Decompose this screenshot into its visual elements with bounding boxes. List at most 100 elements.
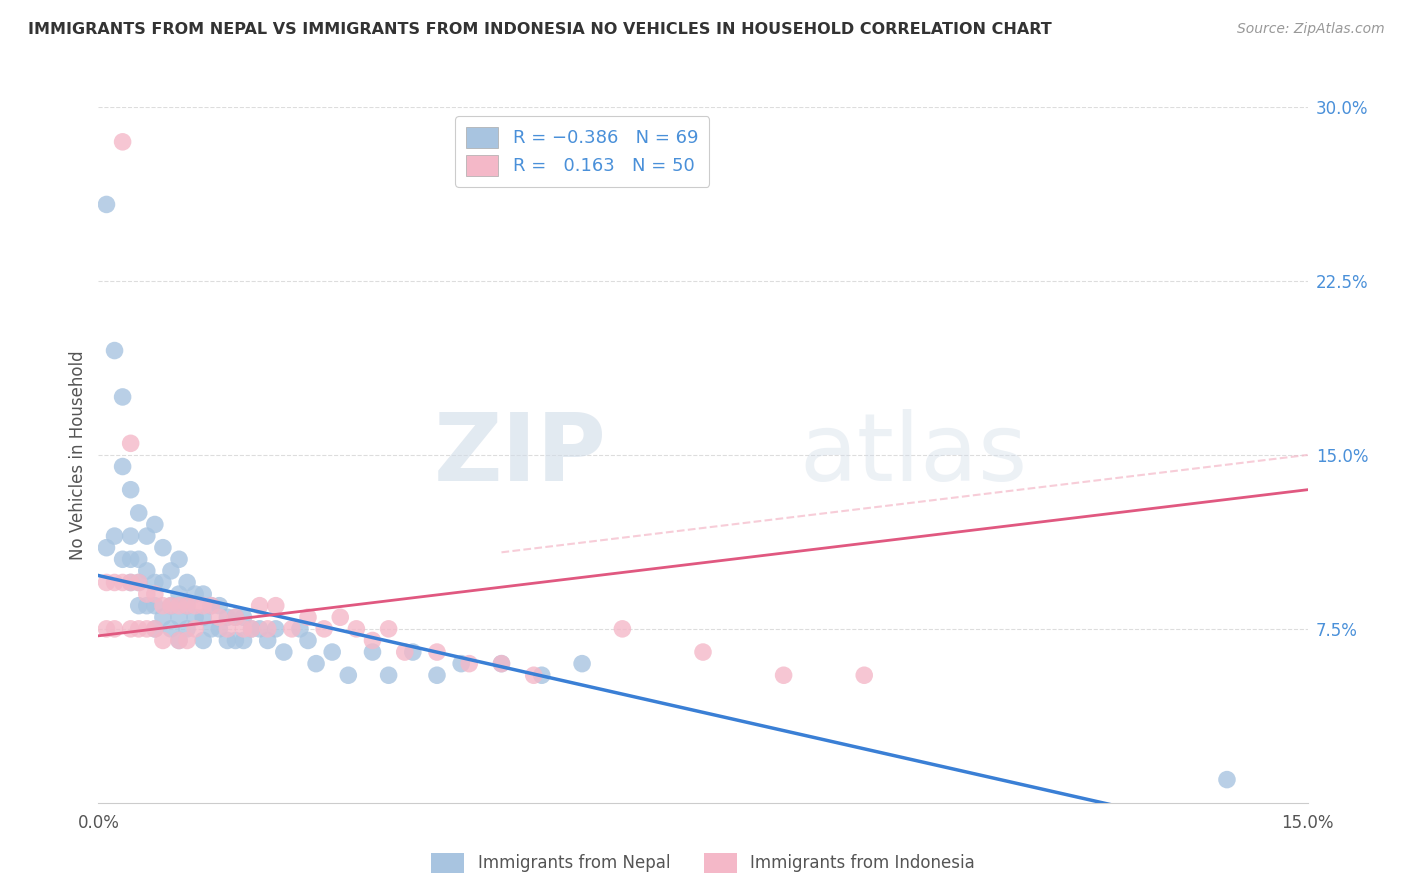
Point (491, 657, 513, 671)
Point (523, 668, 546, 682)
Point (240, 622, 263, 636)
Point (152, 599, 174, 613)
Point (232, 622, 254, 636)
Point (176, 575, 198, 590)
Point (128, 599, 150, 613)
Point (152, 541, 174, 555)
Point (217, 622, 239, 636)
Point (176, 633, 198, 648)
Point (167, 633, 190, 648)
Point (96, 622, 118, 636)
Point (193, 633, 215, 648)
Point (111, 390, 134, 404)
Point (772, 668, 794, 682)
Point (143, 587, 166, 601)
Point (314, 622, 336, 636)
Point (167, 599, 190, 613)
Point (692, 645, 714, 659)
Point (184, 587, 207, 601)
Point (120, 483, 142, 497)
Point (176, 599, 198, 613)
Point (193, 599, 215, 613)
Point (217, 633, 239, 648)
Point (288, 622, 311, 636)
Point (111, 552, 134, 566)
Point (264, 622, 287, 636)
Point (167, 552, 190, 566)
Point (491, 657, 513, 671)
Point (143, 575, 166, 590)
Point (249, 599, 271, 613)
Point (337, 668, 360, 682)
Point (111, 459, 134, 474)
Point (176, 622, 198, 636)
Point (426, 668, 449, 682)
Point (96, 197, 118, 211)
Point (297, 633, 319, 648)
Point (128, 575, 150, 590)
Point (135, 622, 157, 636)
Point (184, 622, 207, 636)
Point (184, 610, 207, 624)
Point (96, 541, 118, 555)
Legend: R = −0.386   N = 69, R =   0.163   N = 50: R = −0.386 N = 69, R = 0.163 N = 50 (456, 116, 709, 186)
Text: Source: ZipAtlas.com: Source: ZipAtlas.com (1237, 22, 1385, 37)
Point (208, 599, 231, 613)
Point (402, 645, 425, 659)
Point (120, 575, 142, 590)
Point (612, 622, 634, 636)
Point (193, 587, 215, 601)
Point (377, 622, 399, 636)
Point (160, 564, 183, 578)
Point (305, 657, 328, 671)
Point (200, 622, 222, 636)
Point (143, 622, 166, 636)
Point (128, 506, 150, 520)
Point (111, 575, 134, 590)
Text: IMMIGRANTS FROM NEPAL VS IMMIGRANTS FROM INDONESIA NO VEHICLES IN HOUSEHOLD CORR: IMMIGRANTS FROM NEPAL VS IMMIGRANTS FROM… (28, 22, 1052, 37)
Point (361, 633, 384, 648)
Point (530, 668, 553, 682)
Point (184, 599, 207, 613)
Point (103, 343, 125, 358)
Point (167, 610, 190, 624)
Point (160, 599, 183, 613)
Legend: Immigrants from Nepal, Immigrants from Indonesia: Immigrants from Nepal, Immigrants from I… (425, 847, 981, 880)
Point (160, 622, 183, 636)
Point (135, 564, 157, 578)
Point (264, 599, 287, 613)
Point (281, 622, 304, 636)
Point (143, 517, 166, 532)
Point (256, 633, 278, 648)
Point (208, 610, 231, 624)
Point (224, 610, 246, 624)
Point (152, 633, 174, 648)
Point (297, 610, 319, 624)
Point (96, 575, 118, 590)
Point (167, 587, 190, 601)
Point (103, 529, 125, 543)
Point (217, 610, 239, 624)
Point (135, 587, 157, 601)
Point (361, 645, 384, 659)
Point (256, 622, 278, 636)
Point (344, 622, 367, 636)
Point (135, 599, 157, 613)
Point (329, 610, 352, 624)
Text: atlas: atlas (800, 409, 1028, 501)
Point (128, 575, 150, 590)
Point (160, 599, 183, 613)
Point (571, 657, 593, 671)
Point (232, 633, 254, 648)
Point (200, 599, 222, 613)
Point (128, 622, 150, 636)
Point (426, 645, 449, 659)
Point (152, 610, 174, 624)
Point (1216, 772, 1239, 787)
Point (450, 657, 472, 671)
Point (853, 668, 876, 682)
Y-axis label: No Vehicles in Household: No Vehicles in Household (69, 350, 87, 560)
Point (224, 610, 246, 624)
Point (208, 622, 231, 636)
Point (152, 575, 174, 590)
